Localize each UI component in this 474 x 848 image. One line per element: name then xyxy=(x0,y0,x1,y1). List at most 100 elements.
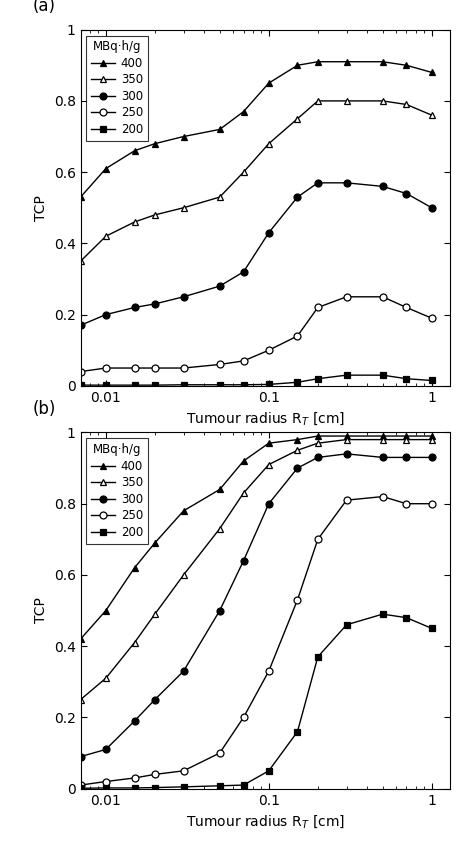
200 xyxy=(295,377,301,388)
Legend: 400, 350, 300, 250, 200: 400, 350, 300, 250, 200 xyxy=(86,36,148,141)
200 xyxy=(78,380,83,390)
400 xyxy=(380,57,385,67)
350 xyxy=(429,110,435,120)
250 xyxy=(380,292,385,302)
350 xyxy=(315,96,321,106)
250 xyxy=(103,777,109,787)
200 xyxy=(132,783,137,793)
400 xyxy=(181,131,186,142)
400 xyxy=(380,431,385,441)
350 xyxy=(103,673,109,683)
200 xyxy=(344,620,349,630)
350 xyxy=(78,256,83,266)
350 xyxy=(266,138,272,148)
200 xyxy=(181,782,186,792)
250 xyxy=(217,748,223,758)
Text: (a): (a) xyxy=(33,0,55,15)
Line: 350: 350 xyxy=(77,436,435,703)
300 xyxy=(103,745,109,755)
200 xyxy=(103,380,109,390)
350 xyxy=(103,232,109,242)
Text: (b): (b) xyxy=(33,400,56,418)
250 xyxy=(429,499,435,509)
Line: 200: 200 xyxy=(77,611,435,792)
300 xyxy=(217,281,223,291)
350 xyxy=(295,114,301,124)
200 xyxy=(380,370,385,380)
300 xyxy=(78,321,83,331)
200 xyxy=(295,727,301,737)
400 xyxy=(429,67,435,77)
250 xyxy=(103,363,109,373)
300 xyxy=(429,452,435,462)
250 xyxy=(295,594,301,605)
300 xyxy=(380,181,385,192)
350 xyxy=(404,434,410,444)
200 xyxy=(266,766,272,776)
250 xyxy=(181,363,186,373)
300 xyxy=(217,605,223,616)
200 xyxy=(181,380,186,390)
300 xyxy=(241,267,246,277)
350 xyxy=(78,695,83,705)
300 xyxy=(295,463,301,473)
300 xyxy=(103,310,109,320)
250 xyxy=(241,712,246,722)
250 xyxy=(344,495,349,505)
350 xyxy=(295,445,301,455)
Line: 300: 300 xyxy=(77,180,435,329)
400 xyxy=(103,164,109,174)
250 xyxy=(380,492,385,502)
400 xyxy=(132,146,137,156)
300 xyxy=(152,298,158,309)
400 xyxy=(181,505,186,516)
350 xyxy=(429,434,435,444)
400 xyxy=(404,60,410,70)
300 xyxy=(181,666,186,676)
300 xyxy=(152,695,158,705)
400 xyxy=(152,138,158,148)
350 xyxy=(132,217,137,227)
200 xyxy=(132,380,137,390)
250 xyxy=(315,303,321,313)
200 xyxy=(241,380,246,390)
400 xyxy=(295,434,301,444)
200 xyxy=(217,380,223,390)
350 xyxy=(344,96,349,106)
350 xyxy=(152,209,158,220)
400 xyxy=(217,484,223,494)
400 xyxy=(241,107,246,117)
350 xyxy=(217,523,223,533)
Line: 350: 350 xyxy=(77,98,435,265)
300 xyxy=(266,499,272,509)
400 xyxy=(78,634,83,644)
200 xyxy=(404,374,410,384)
400 xyxy=(152,538,158,548)
300 xyxy=(429,203,435,213)
350 xyxy=(380,96,385,106)
200 xyxy=(241,780,246,790)
200 xyxy=(152,380,158,390)
300 xyxy=(344,449,349,459)
250 xyxy=(152,363,158,373)
200 xyxy=(429,623,435,633)
250 xyxy=(315,534,321,544)
350 xyxy=(241,167,246,177)
350 xyxy=(241,488,246,498)
350 xyxy=(404,99,410,109)
350 xyxy=(181,570,186,580)
400 xyxy=(344,57,349,67)
300 xyxy=(78,751,83,762)
350 xyxy=(217,192,223,202)
250 xyxy=(132,363,137,373)
300 xyxy=(295,192,301,202)
Line: 250: 250 xyxy=(77,494,435,789)
300 xyxy=(266,227,272,237)
250 xyxy=(266,345,272,355)
Y-axis label: TCP: TCP xyxy=(34,195,48,220)
250 xyxy=(429,313,435,323)
400 xyxy=(241,456,246,466)
200 xyxy=(404,612,410,622)
X-axis label: Tumour radius R$_T$ [cm]: Tumour radius R$_T$ [cm] xyxy=(186,410,345,427)
250 xyxy=(152,769,158,779)
